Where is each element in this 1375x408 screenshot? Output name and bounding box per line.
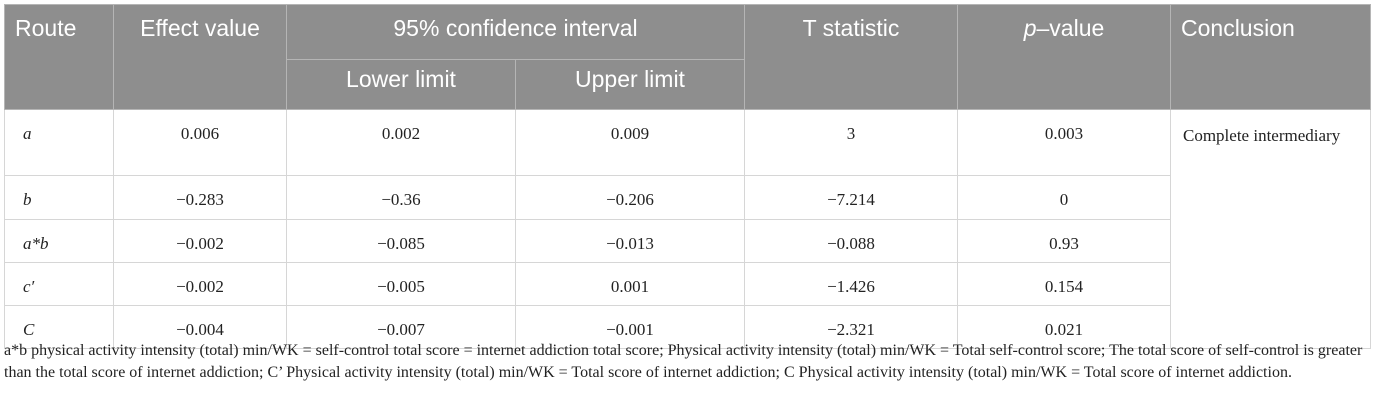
cell-effect-value: −0.002: [113, 262, 287, 306]
header-conclusion: Conclusion: [1170, 4, 1371, 110]
cell-effect-value: 0.006: [113, 109, 287, 176]
header-route: Route: [4, 4, 114, 110]
cell-lower-limit: −0.085: [286, 219, 516, 263]
cell-upper-limit: 0.009: [515, 109, 745, 176]
table-body: a 0.006 0.002 0.009 3 0.003 Complete int…: [4, 109, 1371, 349]
table-row: c′ −0.002 −0.005 0.001 −1.426 0.154: [4, 262, 1371, 306]
cell-p-value: 0.154: [957, 262, 1171, 306]
header-confidence-interval: 95% confidence interval: [286, 4, 745, 60]
cell-p-value: 0.93: [957, 219, 1171, 263]
cell-lower-limit: −0.005: [286, 262, 516, 306]
cell-t-statistic: −1.426: [744, 262, 958, 306]
table-footnote: a*b physical activity intensity (total) …: [4, 342, 1363, 381]
results-table: Route Effect value 95% confidence interv…: [4, 4, 1371, 349]
cell-route: c′: [4, 262, 114, 306]
cell-t-statistic: −7.214: [744, 175, 958, 220]
table-row: a 0.006 0.002 0.009 3 0.003 Complete int…: [4, 109, 1371, 349]
header-p-value: p–value: [957, 4, 1171, 110]
cell-lower-limit: 0.002: [286, 109, 516, 176]
cell-upper-limit: −0.001: [515, 305, 745, 349]
cell-upper-limit: −0.013: [515, 219, 745, 263]
cell-p-value: 0: [957, 175, 1171, 220]
cell-effect-value: −0.002: [113, 219, 287, 263]
header-lower-limit: Lower limit: [286, 59, 516, 110]
cell-t-statistic: 3: [744, 109, 958, 176]
cell-effect-value: −0.283: [113, 175, 287, 220]
header-p-suffix: –value: [1036, 15, 1105, 41]
table-row: a*b −0.002 −0.085 −0.013 −0.088 0.93: [4, 219, 1371, 263]
cell-conclusion: Complete intermediary: [1170, 109, 1371, 349]
cell-t-statistic: −2.321: [744, 305, 958, 349]
header-upper-limit: Upper limit: [515, 59, 745, 110]
cell-route: b: [4, 175, 114, 220]
cell-t-statistic: −0.088: [744, 219, 958, 263]
table-row: C −0.004 −0.007 −0.001 −2.321 0.021: [4, 305, 1371, 349]
cell-route: C: [4, 305, 114, 349]
cell-route: a*b: [4, 219, 114, 263]
header-effect-value: Effect value: [113, 4, 287, 110]
header-p-letter: p: [1023, 15, 1037, 41]
cell-route: a: [4, 109, 114, 176]
table-row: b −0.283 −0.36 −0.206 −7.214 0: [4, 175, 1371, 220]
table-header: Route Effect value 95% confidence interv…: [4, 4, 1371, 110]
cell-p-value: 0.003: [957, 109, 1171, 176]
cell-upper-limit: −0.206: [515, 175, 745, 220]
cell-p-value: 0.021: [957, 305, 1171, 349]
cell-lower-limit: −0.36: [286, 175, 516, 220]
header-t-statistic: T statistic: [744, 4, 958, 110]
cell-upper-limit: 0.001: [515, 262, 745, 306]
